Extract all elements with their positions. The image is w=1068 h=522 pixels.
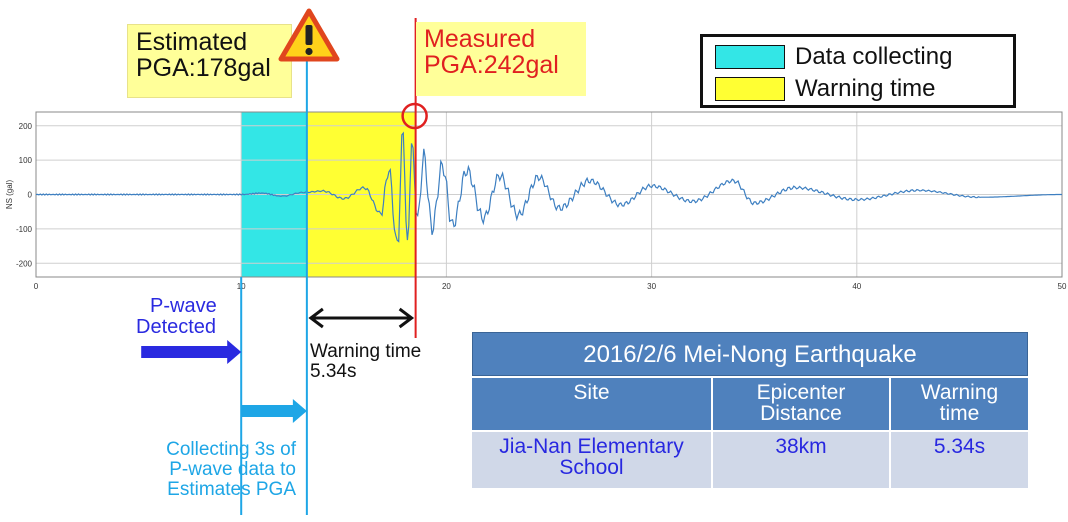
warning-arrow-right-head xyxy=(398,307,415,329)
x-tick-label: 40 xyxy=(852,282,861,291)
header-site-text: Site xyxy=(573,381,610,404)
estimated-pga-box: Estimated PGA:178gal xyxy=(127,24,292,98)
legend-label-warning-time: Warning time xyxy=(795,75,936,102)
y-axis-label: NS (gal) xyxy=(5,179,14,209)
table-cell-warning: 5.34s xyxy=(891,432,1028,488)
table-title: 2016/2/6 Mei-Nong Earthquake xyxy=(472,332,1028,376)
collecting-label-line3: Estimates PGA xyxy=(167,478,296,500)
pwave-detected-label: P-wave Detected xyxy=(136,295,217,338)
peak-circle xyxy=(401,102,428,130)
collecting-label-line2: P-wave data to xyxy=(169,458,296,480)
legend-item-data-collecting: Data collecting xyxy=(715,43,952,71)
measured-pga-box: Measured PGA:242gal xyxy=(416,22,586,96)
y-tick-label: 200 xyxy=(19,122,33,131)
estimated-label: Estimated xyxy=(136,28,248,56)
collecting-label-line1: Collecting 3s of xyxy=(166,439,296,460)
y-tick-label: 100 xyxy=(19,156,33,165)
y-tick-label: -100 xyxy=(16,225,33,234)
cell-site-line1: Jia-Nan Elementary xyxy=(499,435,684,458)
y-tick-label: 0 xyxy=(28,191,33,200)
x-tick-label: 50 xyxy=(1058,282,1067,291)
header-distance-line1: Epicenter xyxy=(756,381,846,404)
legend-swatch-warning-time xyxy=(715,77,785,101)
measured-label: Measured xyxy=(424,25,536,53)
pwave-label-line1: P-wave xyxy=(150,295,217,317)
x-tick-label: 0 xyxy=(34,282,39,291)
legend-label-data-collecting: Data collecting xyxy=(795,43,953,70)
warning-triangle-icon xyxy=(278,8,340,62)
header-warning-line2: time xyxy=(939,402,980,425)
table-cell-site: Jia-Nan Elementary School xyxy=(472,432,711,488)
collecting-label: Collecting 3s of P-wave data to Estimate… xyxy=(140,440,296,500)
header-distance-line2: Distance xyxy=(760,402,842,425)
estimated-pga-value: PGA:178gal xyxy=(136,54,271,83)
table-header-warning: Warning time xyxy=(891,378,1028,430)
x-tick-label: 30 xyxy=(647,282,656,291)
warning-arrow-left-head xyxy=(308,307,324,329)
warning-label-line1: Warning time xyxy=(310,341,422,362)
table-header-site: Site xyxy=(472,378,711,430)
table-cell-distance: 38km xyxy=(713,432,889,488)
legend-item-warning-time: Warning time xyxy=(715,75,935,103)
y-tick-label: -200 xyxy=(16,259,33,268)
cell-site-line2: School xyxy=(559,456,624,479)
x-tick-label: 20 xyxy=(442,282,451,291)
collecting-arrow xyxy=(241,399,307,423)
pwave-label-line2: Detected xyxy=(136,316,217,338)
measured-pga-value: PGA:242gal xyxy=(424,51,559,80)
warning-label-line2: 5.34s xyxy=(310,360,357,382)
series-line xyxy=(35,131,1062,243)
table-header-distance: Epicenter Distance xyxy=(713,378,889,430)
legend: Data collecting Warning time xyxy=(700,34,1016,108)
warning-time-label: Warning time 5.34s xyxy=(310,342,421,382)
header-warning-line1: Warning xyxy=(920,381,999,404)
pwave-arrow xyxy=(141,340,242,364)
legend-swatch-data-collecting xyxy=(715,45,785,69)
